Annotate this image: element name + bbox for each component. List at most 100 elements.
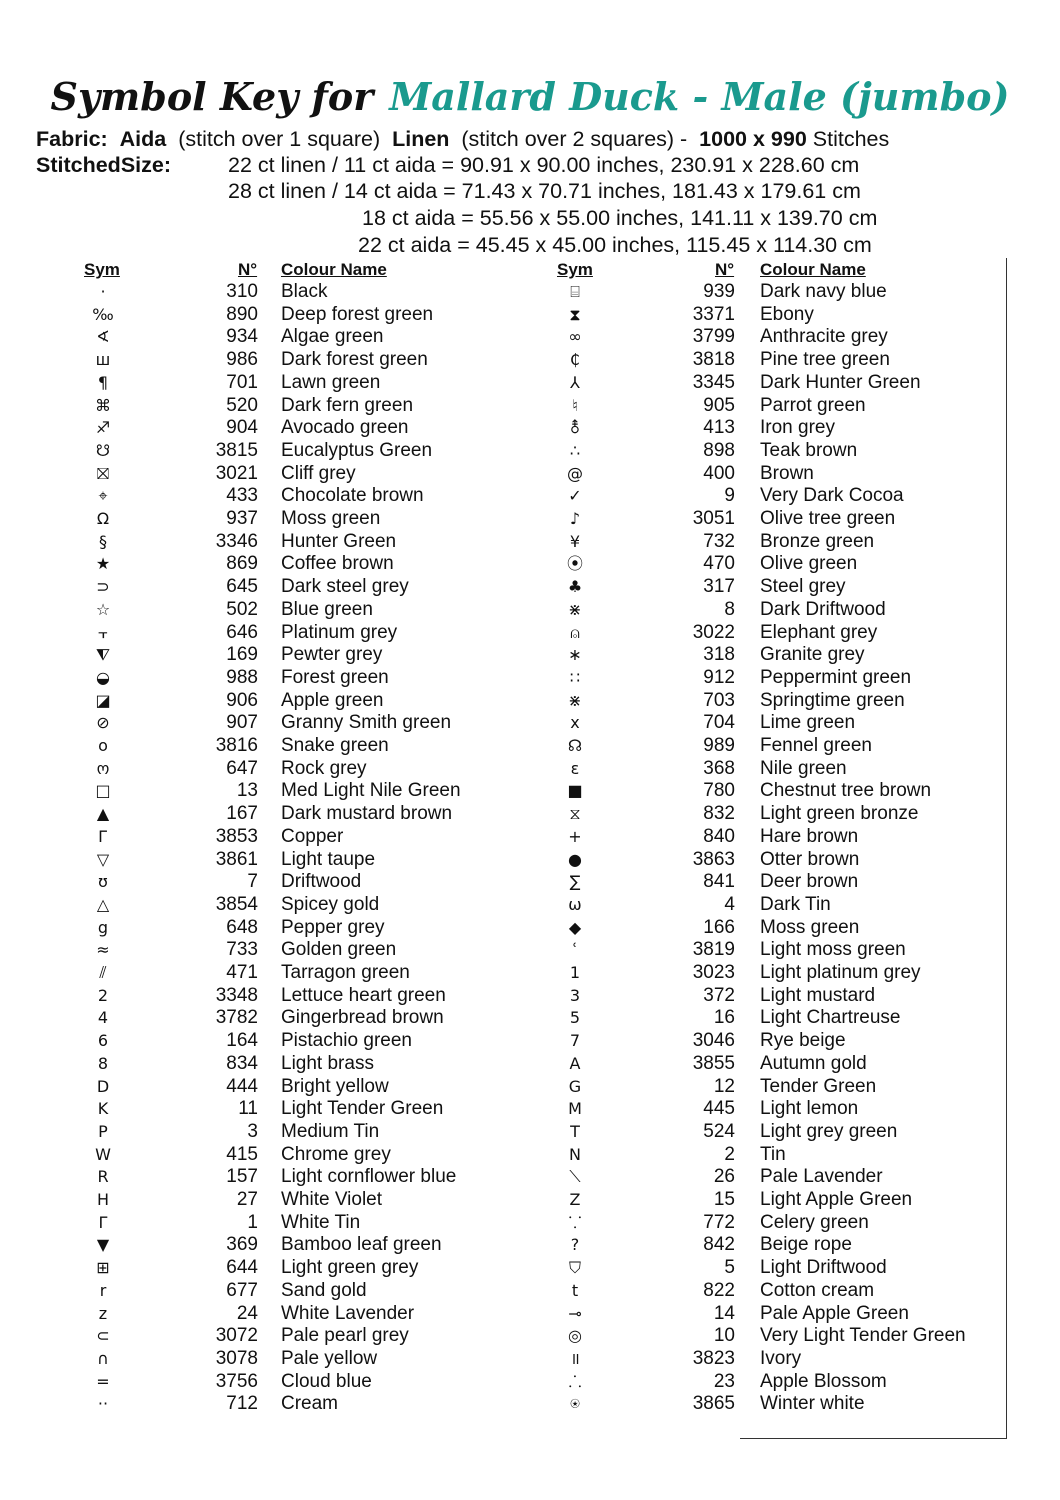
colour-name: Lettuce heart green [281,984,446,1006]
size-line: 22 ct aida = 45.45 x 45.00 inches, 115.4… [358,233,872,257]
colour-name: White Lavender [281,1302,415,1324]
thread-number: 904 [226,417,258,439]
thread-number: 1 [247,1211,258,1233]
thread-number: 648 [226,916,258,938]
colour-name: Deer brown [760,871,859,893]
symbol-icon: ∢ [96,327,110,347]
thread-number: 840 [703,825,735,847]
thread-number: 780 [703,780,735,802]
colour-name: Copper [281,825,344,847]
symbol-icon: ∷ [569,667,581,687]
colour-name: Teak brown [760,439,858,461]
symbol-icon: + [568,826,582,846]
colour-name: Cloud blue [281,1370,372,1392]
colour-name: Moss green [760,916,860,938]
thread-number: 27 [236,1189,258,1210]
symbol-icon: ● [568,849,582,869]
thread-number: 23 [713,1370,735,1392]
symbol-icon: ⧗ [569,304,581,324]
thread-number: 3853 [215,825,258,847]
thread-number: 524 [703,1120,735,1142]
symbol-icon: ∗ [568,645,582,665]
symbol-icon: Z [569,1190,581,1209]
thread-number: 369 [226,1234,258,1256]
thread-number: 3823 [692,1347,735,1369]
thread-number: 3051 [692,508,735,529]
symbol-icon: M [568,1099,582,1119]
colour-name: Rye beige [760,1030,846,1052]
thread-number: 14 [713,1302,735,1324]
symbol-icon: ო [96,758,110,778]
symbol-icon: ? [570,1235,580,1255]
thread-number: 310 [226,281,258,302]
thread-number: 26 [713,1166,735,1188]
thread-number: 712 [226,1393,258,1415]
colour-name: Granite grey [760,644,865,666]
colour-name: Pine tree green [760,349,890,371]
size-line: 22 ct linen / 11 ct aida = 90.91 x 90.00… [228,153,860,177]
symbol-icon: 2 [97,985,109,1005]
thread-number: 13 [236,780,258,802]
thread-number: 3078 [215,1347,258,1369]
thread-number: 3345 [692,371,735,393]
colour-name: White Tin [281,1211,361,1233]
symbol-icon: ⋇ [568,690,582,710]
symbol-icon: g [97,917,109,937]
thread-number: 890 [226,303,258,325]
thread-number: 832 [703,803,735,825]
thread-number: 937 [226,508,258,529]
colour-name: Bright yellow [281,1075,389,1097]
colour-name: Dark Driftwood [760,598,886,620]
symbol-icon: x [570,713,580,733]
thread-number: 3815 [215,439,258,461]
symbol-icon: ◆ [568,917,582,937]
thread-number: 3348 [215,984,258,1006]
colour-name: Snake green [281,735,389,756]
colour-name: Hunter Green [281,530,397,552]
colour-name: Olive green [760,553,858,575]
symbol-icon: ☆ [95,599,111,619]
thread-number: 986 [226,349,258,371]
thread-number: 2 [724,1143,735,1165]
thread-number: 157 [226,1166,258,1188]
colour-name: Light grey green [760,1120,898,1142]
symbol-icon: r [99,1280,107,1300]
symbol-icon: ∑ [569,872,581,892]
aida-note: (stitch over 1 square) [178,127,381,151]
symbol-icon: A [569,1053,581,1073]
thread-number: 3818 [692,349,735,371]
colour-name: Driftwood [281,871,362,893]
symbol-icon: N [569,1144,581,1164]
thread-number: 3819 [692,939,735,961]
thread-number: 166 [703,916,735,938]
header-name-right: Colour Name [760,260,866,279]
header-num-left: N° [238,260,258,279]
symbol-icon: ♣ [567,577,583,597]
symbol-icon: ⅄ [570,372,580,392]
thread-number: 3 [247,1120,258,1142]
thread-number: 7 [247,871,258,893]
colour-name: Pale Lavender [760,1166,883,1188]
colour-name: Dark forest green [281,349,428,371]
pattern-name: Mallard Duck - Male (jumbo) [389,74,1010,119]
symbol-icon: ★ [95,554,111,574]
colour-name: Tarragon green [281,962,410,983]
colour-name: Very Dark Cocoa [760,485,904,507]
thread-number: 3799 [692,326,735,348]
colour-name: Chocolate brown [281,485,424,507]
symbol-icon: Г [98,826,108,846]
colour-name: Med Light Nile Green [281,780,461,802]
thread-number: 372 [703,984,735,1006]
colour-name: Light Tender Green [281,1098,444,1120]
colour-name: Pepper grey [281,916,385,938]
colour-name: Dark mustard brown [281,803,453,825]
symbol-icon: · [100,282,106,301]
symbol-icon: ■ [567,781,583,801]
colour-name: Dark fern green [281,394,414,416]
thread-number: 842 [703,1234,735,1256]
colour-name: Winter white [760,1393,865,1415]
thread-number: 520 [226,394,258,416]
colour-name: Platinum grey [281,621,398,643]
symbol-icon: P [98,1121,108,1141]
colour-name: Bamboo leaf green [281,1234,442,1256]
